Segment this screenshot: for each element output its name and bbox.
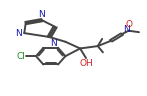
Text: N: N bbox=[50, 39, 57, 48]
Text: N: N bbox=[38, 10, 45, 19]
Text: OH: OH bbox=[79, 59, 93, 68]
Text: O: O bbox=[125, 20, 132, 29]
Text: N: N bbox=[123, 25, 130, 34]
Text: N: N bbox=[15, 29, 22, 38]
Text: Cl: Cl bbox=[16, 52, 25, 61]
